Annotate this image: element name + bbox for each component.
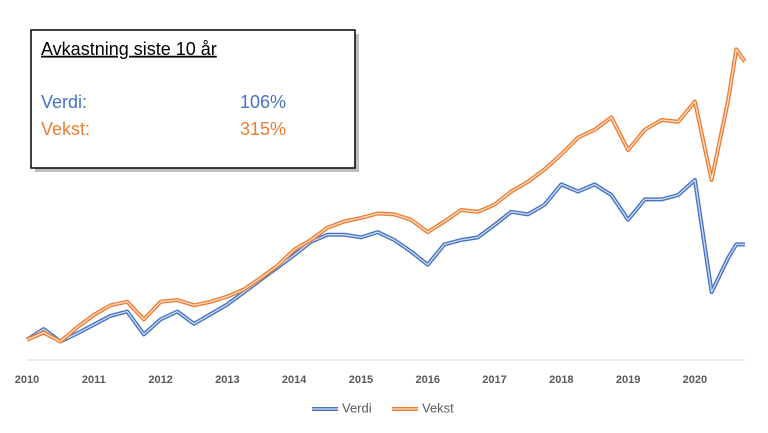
x-tick-label: 2017 [482, 374, 506, 386]
legend-label: Vekst [422, 400, 454, 415]
x-tick-label: 2010 [15, 374, 39, 386]
x-tick-label: 2019 [616, 374, 640, 386]
summary-label: Verdi: [41, 92, 87, 112]
x-tick-label: 2012 [148, 374, 172, 386]
summary-box [30, 29, 356, 169]
summary-value: 315% [240, 119, 286, 139]
x-tick-label: 2016 [416, 374, 440, 386]
summary-label: Vekst: [41, 119, 90, 139]
x-tick-label: 2013 [215, 374, 239, 386]
line-highlight [26, 48, 746, 343]
x-tick-label: 2018 [549, 374, 573, 386]
x-tick-label: 2020 [683, 374, 707, 386]
line-highlight [26, 179, 745, 343]
summary-value: 106% [240, 92, 286, 112]
summary-title: Avkastning siste 10 år [41, 39, 217, 59]
x-tick-label: 2011 [82, 374, 106, 386]
x-tick-label: 2014 [282, 374, 307, 386]
legend-label: Verdi [342, 400, 372, 415]
x-tick-label: 2015 [349, 374, 373, 386]
line [25, 178, 745, 344]
